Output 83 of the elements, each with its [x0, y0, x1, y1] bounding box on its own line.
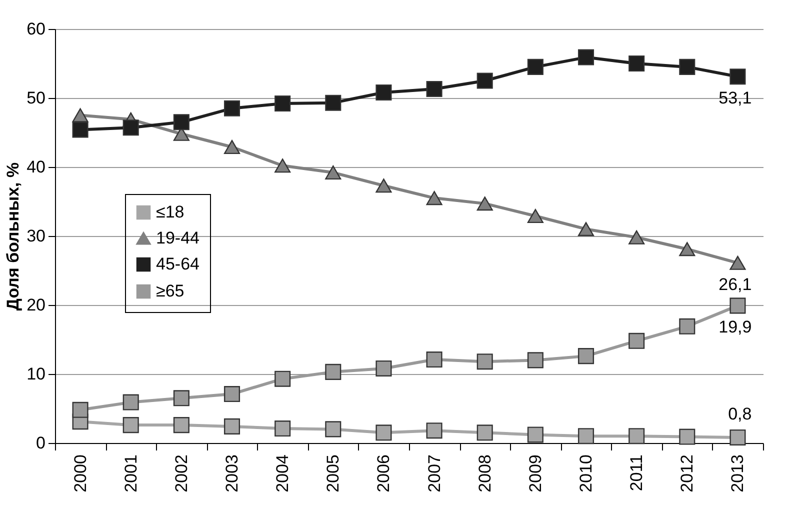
point	[578, 348, 594, 364]
point	[628, 55, 645, 72]
point	[679, 242, 696, 256]
point	[72, 108, 88, 122]
point	[122, 417, 139, 434]
x-tick-label: 2007	[424, 454, 444, 492]
point	[578, 428, 594, 444]
x-tick-label: 2013	[728, 454, 748, 492]
data-label: 53,1	[718, 88, 752, 108]
point	[274, 158, 291, 173]
point	[679, 58, 696, 75]
point	[476, 72, 493, 89]
point	[730, 68, 746, 85]
point	[527, 426, 544, 443]
x-tick-label: 2011	[627, 454, 646, 492]
point	[224, 140, 240, 154]
point	[578, 49, 594, 66]
data-label: 26,1	[718, 274, 752, 294]
point	[679, 428, 696, 445]
point	[325, 364, 342, 380]
point	[325, 165, 342, 180]
point	[173, 114, 190, 130]
point	[376, 178, 392, 193]
point	[527, 352, 544, 368]
point	[224, 418, 240, 434]
y-tick-label: 50	[26, 88, 46, 108]
point	[730, 429, 746, 446]
legend-label: ≤18	[156, 202, 184, 222]
x-tick-label: 2003	[222, 454, 242, 492]
point	[426, 422, 442, 439]
x-tick-label: 2012	[678, 454, 697, 492]
point	[376, 84, 392, 100]
point	[122, 120, 139, 136]
point	[476, 196, 493, 211]
point	[730, 256, 746, 270]
legend-label: 19-44	[156, 228, 200, 248]
y-tick-label: 10	[26, 364, 46, 384]
y-tick-label: 0	[36, 434, 46, 452]
point	[527, 208, 544, 224]
x-tick-label: 2010	[576, 454, 596, 492]
x-tick-label: 2002	[172, 454, 191, 492]
point	[224, 100, 240, 116]
point	[274, 96, 291, 112]
x-tick-label: 2008	[475, 454, 494, 492]
data-label: 19,9	[718, 318, 752, 337]
point	[274, 370, 291, 387]
legend-label: 45-64	[156, 254, 200, 274]
point	[628, 332, 645, 349]
point	[376, 424, 392, 441]
y-tick-label: 20	[26, 296, 46, 314]
point	[325, 421, 342, 438]
point	[325, 94, 342, 111]
y-tick-label: 40	[26, 158, 46, 176]
point	[122, 394, 139, 410]
point	[72, 402, 88, 418]
legend-label: ≥65	[156, 282, 184, 300]
point	[679, 318, 696, 334]
x-tick-label: 2009	[526, 454, 545, 492]
y-tick-label: 60	[26, 20, 46, 38]
point	[376, 360, 392, 376]
data-label: 0,8	[728, 404, 752, 424]
point	[72, 122, 88, 138]
x-tick-label: 2000	[70, 454, 90, 492]
point	[173, 417, 190, 434]
point	[173, 390, 190, 406]
point	[426, 81, 442, 98]
x-tick-label: 2005	[324, 454, 343, 492]
point	[426, 191, 442, 206]
point	[476, 424, 493, 441]
point	[628, 428, 645, 444]
x-tick-label: 2004	[273, 454, 292, 492]
point	[224, 386, 240, 402]
point	[730, 298, 746, 314]
point	[578, 222, 594, 236]
point	[274, 420, 291, 437]
point	[426, 351, 442, 368]
point	[476, 354, 493, 370]
x-tick-label: 2006	[374, 454, 394, 492]
x-tick-label: 2001	[121, 454, 140, 492]
y-tick-label: 30	[26, 226, 46, 246]
y-axis-title: Доля больных, %	[4, 162, 23, 311]
point	[628, 230, 645, 244]
point	[527, 58, 544, 75]
